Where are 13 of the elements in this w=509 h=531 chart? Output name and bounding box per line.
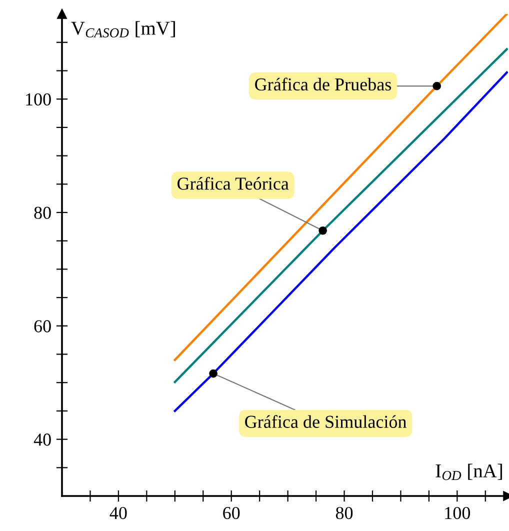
- x-tick-label: 80: [336, 506, 353, 520]
- x-axis-title: I$_{OD}$ [nA]: [436, 464, 502, 480]
- annotation: Gráfica Teórica: [177, 176, 289, 190]
- y-tick-label: 100: [26, 93, 51, 106]
- x-tick-label: 100: [445, 506, 470, 520]
- y-tick-label: 60: [34, 320, 51, 332]
- x-tick-label: 60: [223, 506, 240, 520]
- y-tick-label: 40: [34, 434, 51, 446]
- y-axis-title: V$_{CASOD}$ [mV]: [71, 21, 175, 38]
- x-tick-label: 40: [110, 506, 127, 520]
- annotation: Gráfica de Pruebas: [255, 78, 392, 91]
- y-tick-label: 80: [34, 206, 51, 219]
- annotation: Gráfica de Simulación: [245, 415, 407, 428]
